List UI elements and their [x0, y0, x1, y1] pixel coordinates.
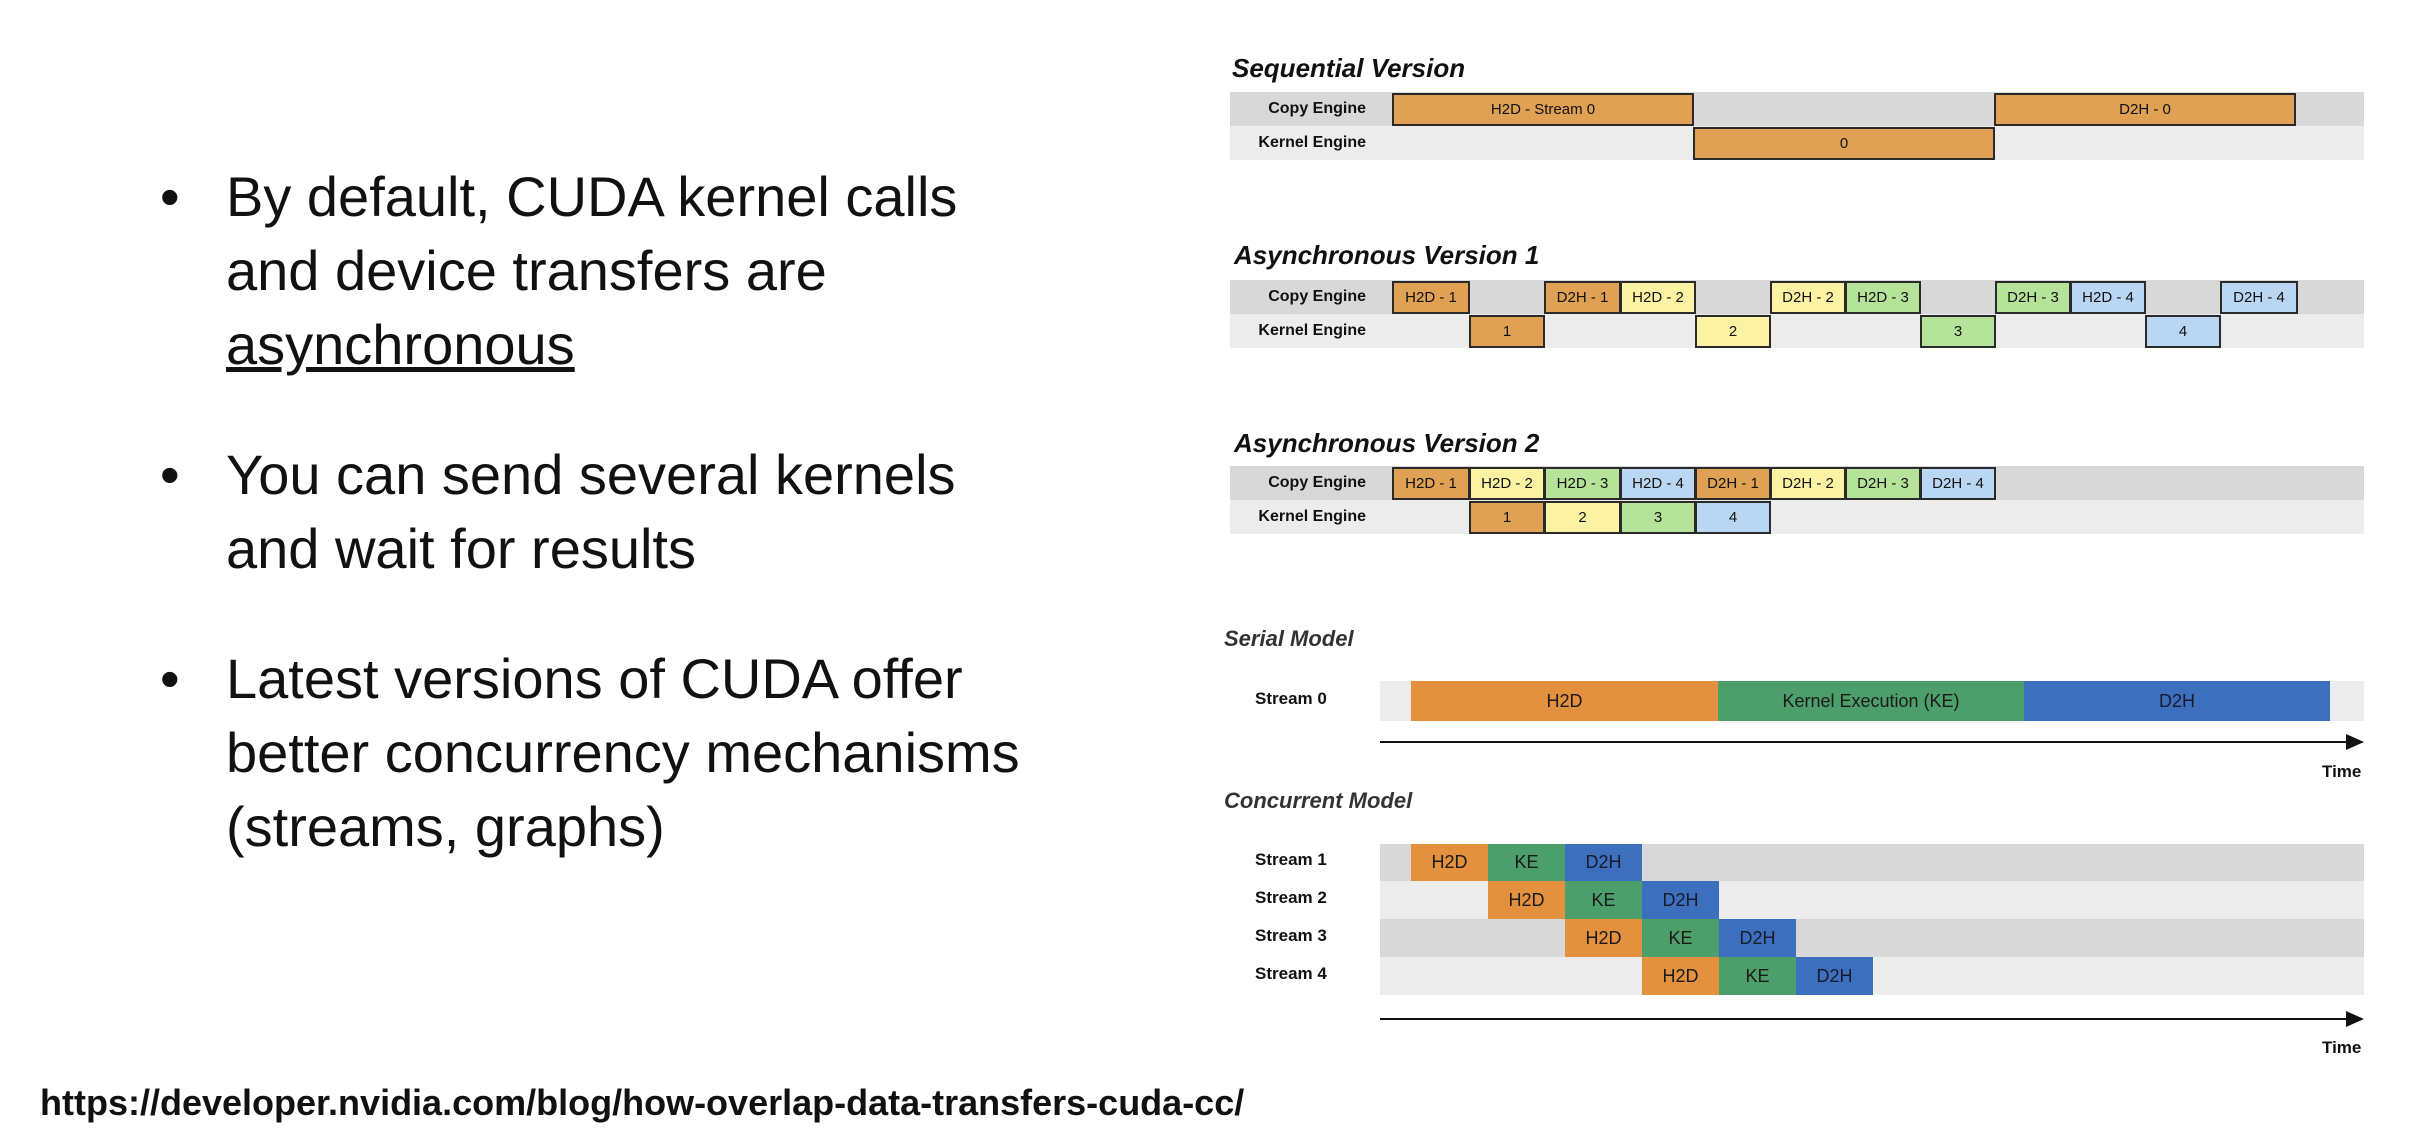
async2-h2d-2: H2D - 2: [1469, 467, 1545, 500]
async1-h2d-3: H2D - 3: [1845, 281, 1921, 314]
async1-d2h-1: D2H - 1: [1544, 281, 1621, 314]
async1-kernel-engine-label: Kernel Engine: [1258, 322, 1366, 339]
stream-3-d2h: D2H: [1719, 919, 1796, 957]
async2-d2h-3: D2H - 3: [1845, 467, 1921, 500]
async1-h2d-1: H2D - 1: [1392, 281, 1470, 314]
stream-4-d2h: D2H: [1796, 957, 1873, 995]
stream-1-d2h: D2H: [1565, 844, 1642, 881]
stream-4-ke: KE: [1719, 957, 1796, 995]
seq-d2h-box: D2H - 0: [1994, 93, 2296, 126]
bullet-3-line2: better concurrency mechanisms: [226, 721, 1020, 784]
serial-time-arrow-icon: [2346, 734, 2364, 750]
stream-3-band: [1380, 919, 2364, 957]
seq-kernel-box: 0: [1693, 127, 1995, 160]
async1-kernel-2: 2: [1695, 315, 1771, 348]
async2-kernel-engine-label: Kernel Engine: [1258, 508, 1366, 525]
stream-1-label: Stream 1: [1255, 850, 1327, 869]
serial-d2h-block: D2H: [2024, 681, 2330, 721]
bullet-kernels: You can send several kernels and wait fo…: [160, 438, 1160, 586]
async2-kernel-1: 1: [1469, 501, 1545, 534]
concurrent-model-title: Concurrent Model: [1224, 788, 1413, 813]
bullet-list: By default, CUDA kernel calls and device…: [160, 160, 1160, 920]
async2-kernel-4: 4: [1695, 501, 1771, 534]
serial-h2d-block: H2D: [1411, 681, 1718, 721]
seq-copy-engine-label: Copy Engine: [1268, 100, 1366, 117]
concurrent-time-axis: [1380, 1018, 2348, 1020]
sequential-title: Sequential Version: [1232, 53, 1466, 83]
stream-3-h2d: H2D: [1565, 919, 1642, 957]
serial-ke-block: Kernel Execution (KE): [1718, 681, 2024, 721]
stream-2-d2h: D2H: [1642, 881, 1719, 919]
stream-0-label: Stream 0: [1255, 689, 1327, 708]
async1-d2h-4: D2H - 4: [2220, 281, 2298, 314]
stream-1-h2d: H2D: [1411, 844, 1488, 881]
bullet-1-line2: and device transfers are: [226, 239, 827, 302]
bullet-1-line3: asynchronous: [226, 313, 575, 376]
stream-2-h2d: H2D: [1488, 881, 1565, 919]
stream-3-ke: KE: [1642, 919, 1719, 957]
async2-d2h-4: D2H - 4: [1920, 467, 1996, 500]
seq-kernel-engine-label: Kernel Engine: [1258, 134, 1366, 151]
serial-time-label: Time: [2322, 762, 2362, 781]
source-url: https://developer.nvidia.com/blog/how-ov…: [40, 1082, 1245, 1123]
async2-h2d-4: H2D - 4: [1620, 467, 1696, 500]
bullet-concurrency: Latest versions of CUDA offer better con…: [160, 642, 1160, 864]
bullet-3-line1: Latest versions of CUDA offer: [226, 647, 963, 710]
concurrent-time-label: Time: [2322, 1038, 2362, 1057]
stream-2-ke: KE: [1565, 881, 1642, 919]
async2-d2h-1: D2H - 1: [1695, 467, 1771, 500]
bullet-2-line2: and wait for results: [226, 517, 696, 580]
stream-2-label: Stream 2: [1255, 888, 1327, 907]
seq-h2d-box: H2D - Stream 0: [1392, 93, 1694, 126]
async1-title: Asynchronous Version 1: [1234, 240, 1540, 270]
async2-title: Asynchronous Version 2: [1234, 428, 1540, 458]
async2-kernel-3: 3: [1620, 501, 1696, 534]
bullet-1-line1: By default, CUDA kernel calls: [226, 165, 958, 228]
concurrent-time-arrow-icon: [2346, 1011, 2364, 1027]
async1-d2h-2: D2H - 2: [1770, 281, 1846, 314]
async1-kernel-4: 4: [2145, 315, 2221, 348]
serial-time-axis: [1380, 741, 2348, 743]
stream-3-label: Stream 3: [1255, 926, 1327, 945]
async2-d2h-2: D2H - 2: [1770, 467, 1846, 500]
stream-1-ke: KE: [1488, 844, 1565, 881]
async1-kernel-1: 1: [1469, 315, 1545, 348]
serial-model-title: Serial Model: [1224, 626, 1354, 651]
async1-kernel-3: 3: [1920, 315, 1996, 348]
bullet-2-line1: You can send several kernels: [226, 443, 956, 506]
bullet-async: By default, CUDA kernel calls and device…: [160, 160, 1160, 382]
async2-copy-engine-label: Copy Engine: [1268, 474, 1366, 491]
async1-h2d-2: H2D - 2: [1620, 281, 1696, 314]
stream-4-label: Stream 4: [1255, 964, 1327, 983]
async2-kernel-2: 2: [1544, 501, 1621, 534]
async2-kernel-band: [1230, 500, 2364, 534]
stream-4-h2d: H2D: [1642, 957, 1719, 995]
async2-h2d-1: H2D - 1: [1392, 467, 1470, 500]
async2-h2d-3: H2D - 3: [1544, 467, 1621, 500]
bullet-3-line3: (streams, graphs): [226, 795, 665, 858]
async1-d2h-3: D2H - 3: [1995, 281, 2071, 314]
async1-copy-engine-label: Copy Engine: [1268, 288, 1366, 305]
async1-h2d-4: H2D - 4: [2070, 281, 2146, 314]
